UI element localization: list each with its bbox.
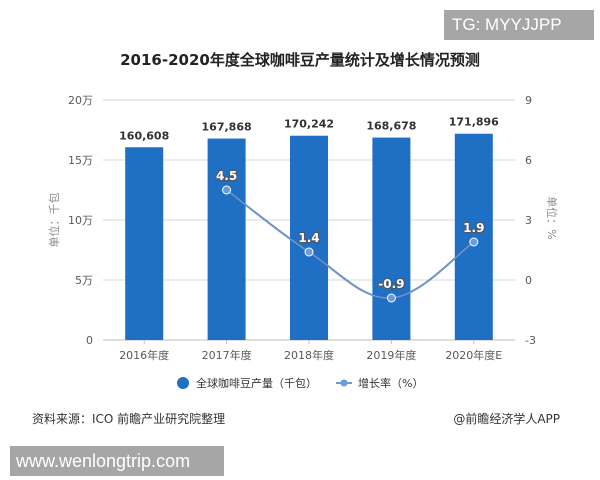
bar (372, 137, 411, 340)
credit-note: @前瞻经济学人APP (453, 412, 560, 426)
bar-value-label: 160,608 (119, 129, 169, 142)
watermark-badge-site: www.wenlongtrip.com (10, 446, 224, 476)
y-tick-label: 20万 (68, 94, 93, 107)
growth-point (304, 247, 314, 257)
growth-point (386, 293, 396, 303)
x-tick-label: 2018年度 (284, 348, 334, 362)
growth-line (225, 189, 475, 300)
bar (454, 133, 493, 340)
right-axis-label: 单位：% (545, 196, 559, 239)
bar-value-label: 170,242 (284, 118, 334, 131)
left-axis-ticks: 0 5万 10万 15万 20万 (68, 94, 93, 347)
x-tick-label: 2020年度E (445, 348, 502, 362)
growth-value-label: 1.4 (298, 231, 319, 245)
legend-bar-marker-icon (177, 377, 189, 389)
chart-area: 0 5万 10万 15万 20万 -3 0 3 6 9 160,608 167,868 170,24… (47, 94, 559, 390)
right-axis-ticks: -3 0 3 6 9 (525, 94, 536, 347)
bar (125, 147, 164, 340)
growth-point (469, 237, 479, 247)
x-tick-label: 2019年度 (366, 348, 416, 362)
y2-tick-label: 3 (525, 214, 532, 227)
y-tick-label: 0 (86, 334, 93, 347)
bar-value-label: 168,678 (366, 120, 416, 133)
y-tick-label: 10万 (68, 214, 93, 227)
y-tick-label: 5万 (75, 274, 93, 287)
bar (290, 135, 328, 340)
x-axis-labels: 2016年度 2017年度 2018年度 2019年度 2020年度E (119, 340, 502, 362)
chart-title: 2016-2020年度全球咖啡豆产量统计及增长情况预测 (120, 51, 480, 69)
y-tick-label: 15万 (68, 154, 93, 167)
bar-value-label: 167,868 (202, 121, 252, 134)
growth-line-series: 4.5 1.4 -0.9 1.9 (215, 168, 486, 303)
bar-series (125, 133, 493, 340)
watermark-badge-tg: TG: MYYJJPP (444, 10, 594, 40)
y2-tick-label: 6 (525, 154, 532, 167)
bar-value-label: 171,896 (449, 116, 499, 129)
legend-line-label: 增长率（%） (358, 376, 423, 390)
y2-tick-label: 0 (525, 274, 532, 287)
left-axis-label: 单位：千包 (47, 193, 61, 248)
bar (207, 138, 246, 340)
growth-value-label: 1.9 (463, 221, 484, 235)
growth-value-label: -0.9 (378, 277, 404, 291)
legend-bar-label: 全球咖啡豆产量（千包） (196, 376, 317, 390)
growth-point (222, 185, 232, 195)
growth-value-label: 4.5 (216, 169, 237, 183)
bar-value-labels: 160,608 167,868 170,242 168,678 171,896 (119, 116, 499, 143)
y2-tick-label: -3 (525, 334, 536, 347)
legend: 全球咖啡豆产量（千包） 增长率（%） (177, 376, 423, 390)
y2-tick-label: 9 (525, 94, 532, 107)
legend-line-dot-icon (340, 379, 348, 387)
x-tick-label: 2016年度 (119, 348, 169, 362)
x-tick-label: 2017年度 (202, 348, 252, 362)
source-note: 资料来源：ICO 前瞻产业研究院整理 (32, 412, 226, 426)
growth-line-highlight (226, 189, 475, 299)
